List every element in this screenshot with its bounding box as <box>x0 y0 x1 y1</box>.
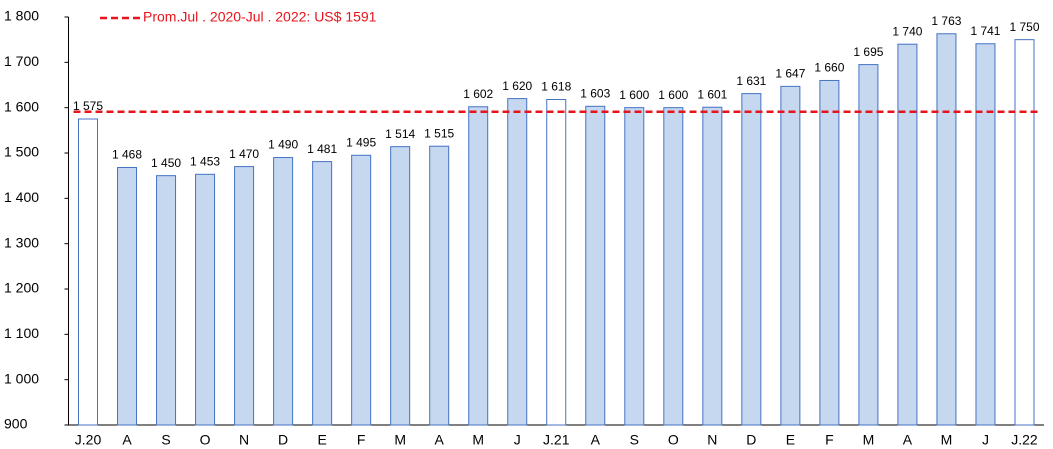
bar <box>429 145 450 426</box>
bar <box>663 107 684 426</box>
bar <box>117 167 138 426</box>
value-label: 1 620 <box>502 79 532 93</box>
value-label: 1 602 <box>463 87 493 101</box>
bar <box>780 85 801 426</box>
x-tick-label: O <box>200 432 211 448</box>
value-label: 1 647 <box>775 67 805 81</box>
bar <box>195 173 216 426</box>
x-tick-label: M <box>863 432 875 448</box>
bar <box>624 107 645 426</box>
bar <box>585 105 606 426</box>
bar <box>156 175 177 426</box>
bar <box>936 33 957 426</box>
bar <box>390 146 411 426</box>
value-label: 1 600 <box>619 88 649 102</box>
x-tick-label: N <box>239 432 249 448</box>
y-tick-label: 1 700 <box>4 53 39 69</box>
bar <box>819 79 840 426</box>
value-label: 1 490 <box>268 138 298 152</box>
x-tick-label: M <box>394 432 406 448</box>
x-tick-label: J <box>514 432 521 448</box>
value-label: 1 453 <box>190 154 220 168</box>
y-tick-label: 1 800 <box>4 8 39 24</box>
x-tick-label: A <box>591 432 601 448</box>
bar <box>507 98 528 426</box>
value-label: 1 741 <box>970 24 1000 38</box>
value-label: 1 750 <box>1009 20 1039 34</box>
x-tick-label: M <box>472 432 484 448</box>
value-label: 1 740 <box>892 24 922 38</box>
value-label: 1 450 <box>151 156 181 170</box>
bar <box>312 161 333 426</box>
bar <box>78 118 99 426</box>
value-label: 1 514 <box>385 127 415 141</box>
x-tick-label: J.20 <box>75 432 102 448</box>
legend-label: Prom.Jul . 2020-Jul . 2022: US$ 1591 <box>143 9 377 25</box>
x-tick-label: J <box>982 432 989 448</box>
bar <box>702 106 723 426</box>
value-label: 1 515 <box>424 126 454 140</box>
x-tick-label: A <box>435 432 445 448</box>
y-tick-label: 1 000 <box>4 370 39 386</box>
value-label: 1 601 <box>697 87 727 101</box>
y-tick-label: 1 300 <box>4 234 39 250</box>
value-label: 1 600 <box>658 88 688 102</box>
value-label: 1 575 <box>73 99 103 113</box>
value-label: 1 468 <box>112 148 142 162</box>
bar <box>1014 39 1035 426</box>
x-tick-label: S <box>161 432 170 448</box>
y-tick-label: 1 100 <box>4 325 39 341</box>
value-label: 1 470 <box>229 147 259 161</box>
bar <box>546 99 567 426</box>
value-label: 1 618 <box>541 80 571 94</box>
x-tick-label: J.22 <box>1011 432 1038 448</box>
value-label: 1 763 <box>931 14 961 28</box>
x-tick-label: F <box>357 432 366 448</box>
x-tick-label: O <box>668 432 679 448</box>
x-tick-label: D <box>278 432 288 448</box>
x-tick-label: N <box>707 432 717 448</box>
x-tick-label: E <box>317 432 326 448</box>
x-tick-label: F <box>825 432 834 448</box>
x-tick-label: M <box>941 432 953 448</box>
x-tick-label: J.21 <box>543 432 570 448</box>
value-label: 1 695 <box>853 45 883 59</box>
y-tick-label: 1 200 <box>4 280 39 296</box>
bar <box>897 43 918 426</box>
y-tick-label: 1 500 <box>4 144 39 160</box>
y-tick-label: 1 400 <box>4 189 39 205</box>
x-tick-label: E <box>786 432 795 448</box>
value-label: 1 603 <box>580 86 610 100</box>
x-tick-label: A <box>122 432 132 448</box>
value-label: 1 631 <box>736 74 766 88</box>
value-label: 1 481 <box>307 142 337 156</box>
x-tick-label: S <box>630 432 639 448</box>
y-tick-label: 900 <box>4 416 28 432</box>
y-tick-label: 1 600 <box>4 98 39 114</box>
bar <box>975 43 996 426</box>
bar <box>741 93 762 426</box>
bar <box>234 166 255 426</box>
bar <box>468 106 489 426</box>
bar <box>351 154 372 426</box>
x-tick-label: D <box>746 432 756 448</box>
value-label: 1 495 <box>346 135 376 149</box>
bar <box>273 157 294 426</box>
x-tick-label: A <box>903 432 913 448</box>
bar <box>858 64 879 426</box>
value-label: 1 660 <box>814 61 844 75</box>
